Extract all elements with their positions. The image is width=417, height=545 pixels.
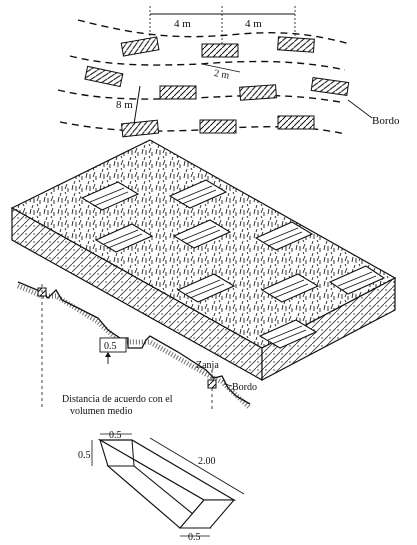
plan-ditch — [277, 36, 315, 53]
bordo-label-section: Bordo — [232, 382, 257, 393]
plan-ditch — [159, 85, 197, 100]
block-ditch — [176, 273, 236, 303]
trench-detail: 0.5 0.5 2.00 0.5 — [78, 430, 245, 543]
section-slope-shading — [17, 283, 252, 410]
contour-line-3 — [57, 89, 341, 103]
depth-label-box — [99, 337, 127, 353]
top-width-label: 0.5 — [109, 430, 122, 441]
plan-ditch — [199, 119, 237, 134]
length-dim — [149, 437, 245, 495]
plan-ditch — [277, 115, 315, 130]
block-ditch — [172, 219, 232, 249]
length-label: 2.00 — [198, 456, 216, 467]
block-ditch-hatching — [89, 185, 377, 345]
bordo-section-leader — [223, 383, 233, 387]
depth-arrowhead — [105, 352, 111, 357]
plan-ditch — [310, 76, 350, 97]
block-view — [10, 139, 397, 382]
block-ditch — [80, 181, 140, 211]
zanja-label: Zanja — [196, 360, 219, 371]
plan-ditch — [120, 119, 160, 138]
plan-ditch — [239, 84, 277, 101]
ditch-length-line — [201, 63, 241, 73]
trench-end-wall — [178, 499, 236, 529]
plan-ditch — [201, 43, 239, 58]
block-ditch — [168, 179, 228, 209]
cross-section: 0.5 Zanja Bordo Distancia de acuerdo con… — [17, 281, 257, 417]
bordo-leader — [347, 99, 373, 119]
plan-ditch — [84, 65, 124, 88]
block-ditch — [260, 273, 320, 303]
trench-depth-label: 0.5 — [78, 450, 91, 461]
block-right-face — [261, 277, 396, 381]
block-ditch — [254, 221, 314, 251]
spacing-label-a: 4 m — [174, 18, 191, 30]
bottom-width-label: 0.5 — [188, 532, 201, 543]
plan-view: 4 m 4 m 2 m 8 m Bordo — [57, 6, 400, 138]
section-depth-label: 0.5 — [104, 341, 117, 352]
distance-caption-line1: Distancia de acuerdo con el — [62, 394, 173, 405]
block-ditch — [258, 319, 318, 349]
contour-line-1 — [77, 19, 351, 45]
spacing-label-b: 4 m — [245, 18, 262, 30]
ditch-length-label: 2 m — [213, 68, 230, 82]
block-ditch — [94, 223, 154, 253]
plan-ditch — [120, 36, 160, 57]
contour-line-2 — [69, 55, 346, 71]
distance-caption-line2: volumen medio — [70, 406, 133, 417]
trench-right-edge — [131, 439, 135, 467]
row-spacing-line — [133, 85, 141, 125]
section-ditch-2 — [207, 379, 217, 389]
section-slope — [17, 281, 251, 405]
bordo-label-plan: Bordo — [372, 115, 400, 127]
row-spacing-label: 8 m — [116, 99, 133, 111]
